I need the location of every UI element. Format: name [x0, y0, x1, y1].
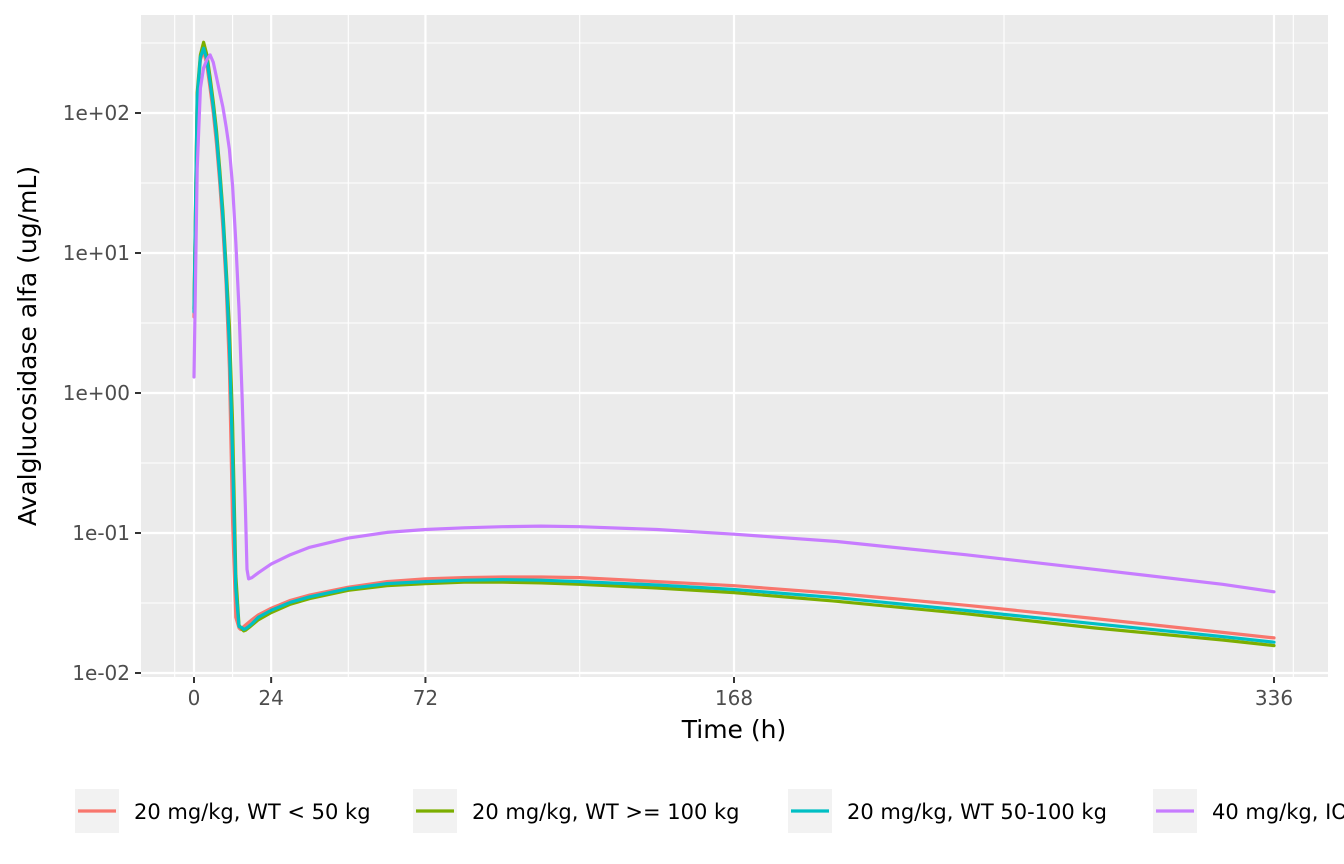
x-tick-label: 24 — [258, 686, 283, 710]
x-tick-label: 336 — [1255, 686, 1293, 710]
y-tick-label: 1e+02 — [63, 101, 130, 125]
y-tick-label: 1e+00 — [63, 381, 130, 405]
y-tick-label: 1e-02 — [72, 661, 130, 685]
y-tick-label: 1e+01 — [63, 241, 130, 265]
x-axis-title: Time (h) — [681, 715, 786, 744]
x-axis-ticks: 0 24 72 168 336 — [188, 677, 1293, 710]
legend: 20 mg/kg, WT < 50 kg 20 mg/kg, WT >= 100 … — [75, 789, 1344, 833]
x-tick-label: 168 — [715, 686, 753, 710]
y-axis-title: Avalglucosidase alfa (ug/mL) — [13, 166, 42, 526]
series-layer — [192, 40, 1276, 648]
legend-label-4: 40 mg/kg, IOPD — [1212, 800, 1344, 824]
x-tick-label: 72 — [413, 686, 438, 710]
legend-label-3: 20 mg/kg, WT 50-100 kg — [847, 800, 1107, 824]
y-tick-label: 1e-01 — [72, 521, 130, 545]
x-tick-label: 0 — [188, 686, 201, 710]
series-line-3 — [192, 46, 1276, 644]
legend-label-1: 20 mg/kg, WT < 50 kg — [134, 800, 371, 824]
legend-label-2: 20 mg/kg, WT >= 100 kg — [472, 800, 739, 824]
major-gridlines — [141, 15, 1328, 677]
y-axis-ticks: 1e-02 1e-01 1e+00 1e+01 1e+02 — [63, 101, 141, 685]
series-line-4 — [192, 53, 1276, 594]
